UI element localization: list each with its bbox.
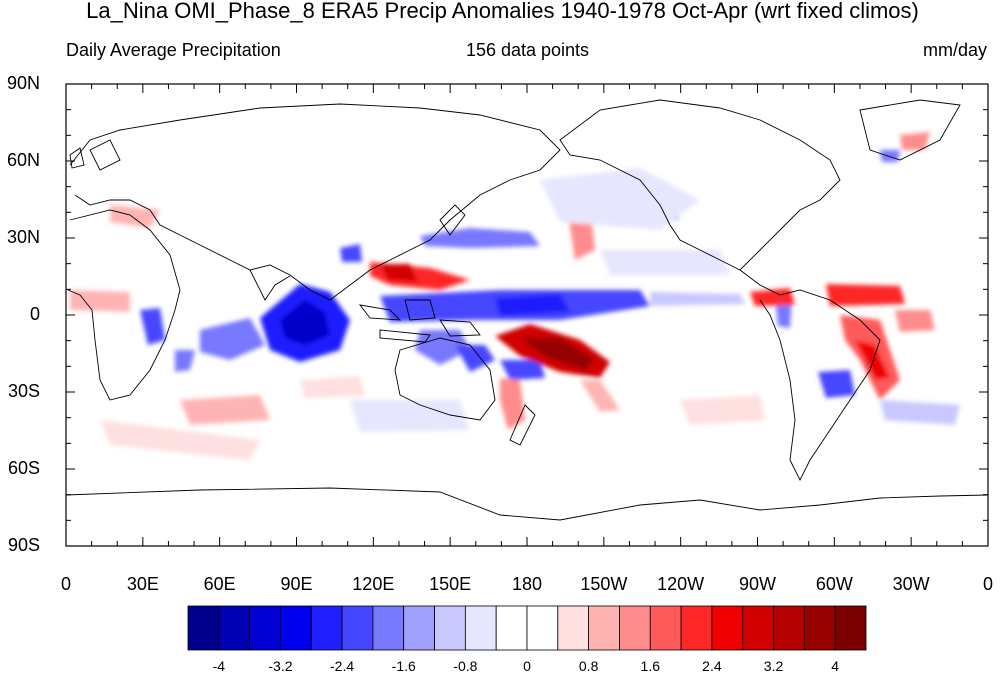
colorbar-label: 0.8 <box>578 658 599 674</box>
colorbar-label: -4 <box>212 658 226 674</box>
lon-label: 60E <box>203 574 236 594</box>
colorbar-swatch <box>464 605 497 651</box>
colorbar-swatch <box>403 605 435 651</box>
lat-label: 0 <box>29 304 40 324</box>
colorbar-swatch <box>249 605 281 651</box>
subtitle-center: 156 data points <box>465 40 590 60</box>
lon-label: 0 <box>60 574 71 594</box>
lon-label: 60W <box>815 574 853 594</box>
lat-label: 30S <box>7 381 40 401</box>
colorbar-swatch <box>280 605 312 651</box>
colorbar-label: 1.6 <box>640 658 660 674</box>
axis-ticks <box>65 83 989 547</box>
colorbar-label: 4 <box>831 658 840 674</box>
colorbar-swatch <box>341 605 374 651</box>
colorbar-swatch <box>588 605 620 651</box>
colorbar-label: -3.2 <box>268 658 293 674</box>
colorbar-label: -0.8 <box>453 658 478 674</box>
lat-label: 30N <box>6 227 40 247</box>
colorbar-swatch <box>495 605 528 651</box>
lat-label: 90S <box>7 535 40 555</box>
lon-label: 30E <box>126 574 159 594</box>
lon-label: 90E <box>280 574 313 594</box>
colorbar-swatch <box>218 605 251 651</box>
lon-label: 150E <box>429 574 472 594</box>
lon-label: 120E <box>352 574 395 594</box>
lat-label: 90N <box>6 73 40 93</box>
anomaly-field <box>70 132 960 460</box>
lat-label: 60N <box>6 150 40 170</box>
coastlines <box>66 99 988 521</box>
lon-label: 120W <box>657 574 705 594</box>
colorbar-swatch <box>310 605 343 651</box>
colorbar-label: 2.4 <box>702 658 722 674</box>
subtitle-right: mm/day <box>922 40 987 60</box>
colorbar-swatch <box>773 605 805 651</box>
colorbar-label: -2.4 <box>330 658 355 674</box>
colorbar-swatch <box>711 605 744 651</box>
subtitle-left: Daily Average Precipitation <box>66 40 281 60</box>
lon-label: 150W <box>580 574 628 594</box>
lon-label: 90W <box>738 574 776 594</box>
colorbar-swatch <box>372 605 405 651</box>
colorbar-swatch <box>649 605 682 651</box>
chart-title: La_Nina OMI_Phase_8 ERA5 Precip Anomalie… <box>86 0 919 23</box>
lon-label: 30W <box>892 574 930 594</box>
colorbar-label: 0 <box>523 658 531 674</box>
colorbar-swatch <box>526 605 559 651</box>
colorbar-swatch <box>742 605 774 651</box>
colorbar <box>187 605 867 651</box>
colorbar-swatch <box>187 605 220 651</box>
colorbar-label: -1.6 <box>391 658 416 674</box>
colorbar-label: 3.2 <box>763 658 784 674</box>
lon-label: 0 <box>982 574 993 594</box>
colorbar-swatch <box>803 605 836 651</box>
colorbar-swatch <box>557 605 590 651</box>
colorbar-swatch <box>834 605 867 651</box>
colorbar-swatch <box>619 605 651 651</box>
lon-label: 180 <box>511 574 543 594</box>
colorbar-swatch <box>680 605 713 651</box>
lat-label: 60S <box>7 458 40 478</box>
colorbar-swatch <box>434 605 466 651</box>
